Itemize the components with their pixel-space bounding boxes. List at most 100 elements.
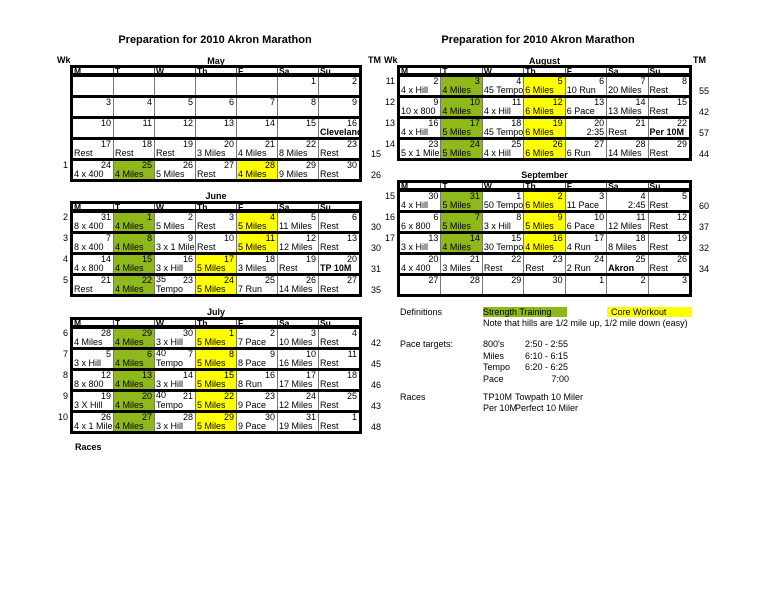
day-cell[interactable]: 23 Rest (524, 255, 566, 273)
day-cell[interactable] (155, 77, 196, 95)
day-cell[interactable]: 20 2:35 (566, 119, 608, 137)
day-cell[interactable]: 17 4 Run (566, 234, 608, 252)
day-cell[interactable]: 20 3 Miles (196, 140, 237, 158)
day-cell[interactable]: 18 Rest (114, 140, 155, 158)
day-cell[interactable]: 18 3 Miles (237, 255, 278, 273)
day-cell[interactable]: 14 (237, 119, 278, 137)
day-cell[interactable]: 5 (155, 98, 196, 116)
day-cell[interactable]: 3 (649, 276, 689, 294)
day-cell[interactable]: 24 5 Miles (196, 276, 237, 294)
day-cell[interactable]: 23 Rest (319, 140, 359, 158)
day-cell[interactable]: 21 40 Tempo (155, 392, 196, 410)
day-cell[interactable]: 12 12 Miles (278, 234, 319, 252)
day-cell[interactable]: 11 12 Miles (607, 213, 649, 231)
day-cell[interactable]: 17 Rest (73, 140, 114, 158)
day-cell[interactable]: 22 Rest (483, 255, 525, 273)
day-cell[interactable]: 30 3 x Hill (155, 329, 196, 347)
day-cell[interactable]: 27 (400, 276, 442, 294)
day-cell[interactable]: 6 (196, 98, 237, 116)
day-cell[interactable]: 21 Rest (607, 119, 649, 137)
day-cell[interactable]: 1 (566, 276, 608, 294)
day-cell[interactable]: 7 40 Tempo (155, 350, 196, 368)
day-cell[interactable]: 23 35 Tempo (155, 276, 196, 294)
day-cell[interactable]: 16 8 Run (237, 371, 278, 389)
day-cell[interactable]: 28 4 Miles (237, 161, 278, 179)
day-cell[interactable]: 19 3 X Hill (73, 392, 114, 410)
day-cell[interactable]: 30 (524, 276, 566, 294)
day-cell[interactable]: 14 4 x 800 (73, 255, 114, 273)
day-cell[interactable]: 10 16 Miles (278, 350, 319, 368)
day-cell[interactable]: 2 4 x Hill (400, 77, 442, 95)
day-cell[interactable]: 31 5 Miles (441, 192, 483, 210)
day-cell[interactable]: 29 5 Miles (196, 413, 237, 431)
day-cell[interactable]: 23 5 x 1 Mile (400, 140, 442, 158)
day-cell[interactable]: 17 5 Miles (196, 255, 237, 273)
day-cell[interactable]: 2 (607, 276, 649, 294)
day-cell[interactable]: 28 3 x Hill (155, 413, 196, 431)
day-cell[interactable]: 24 2 Run (566, 255, 608, 273)
day-cell[interactable]: 31 19 Miles (278, 413, 319, 431)
day-cell[interactable]: 30 4 x Hill (400, 192, 442, 210)
day-cell[interactable]: 1 (278, 77, 319, 95)
day-cell[interactable]: 28 4 Miles (73, 329, 114, 347)
day-cell[interactable]: 2 (319, 77, 359, 95)
day-cell[interactable]: 1 Rest (319, 413, 359, 431)
day-cell[interactable]: 19 Rest (278, 255, 319, 273)
day-cell[interactable]: 19 Rest (649, 234, 689, 252)
day-cell[interactable]: 17 5 Miles (441, 119, 483, 137)
day-cell[interactable]: 3 11 Pace (566, 192, 608, 210)
day-cell[interactable]: 7 (237, 98, 278, 116)
day-cell[interactable]: 26 4 x 1 Mile (73, 413, 114, 431)
day-cell[interactable]: 5 11 Miles (278, 213, 319, 231)
day-cell[interactable]: 9 10 x 800 (400, 98, 442, 116)
day-cell[interactable] (73, 77, 114, 95)
day-cell[interactable]: 9 (319, 98, 359, 116)
day-cell[interactable]: 29 (483, 276, 525, 294)
day-cell[interactable]: 8 Rest (649, 77, 689, 95)
day-cell[interactable]: 21 Rest (73, 276, 114, 294)
day-cell[interactable]: 22 4 Miles (114, 276, 155, 294)
day-cell[interactable]: 11 4 x Hill (483, 98, 525, 116)
day-cell[interactable]: 4 2:45 (607, 192, 649, 210)
day-cell[interactable]: 15 30 Tempo (483, 234, 525, 252)
day-cell[interactable]: 16 3 x Hill (155, 255, 196, 273)
day-cell[interactable]: 29 9 Miles (278, 161, 319, 179)
day-cell[interactable]: 14 13 Miles (607, 98, 649, 116)
day-cell[interactable]: 18 8 Miles (607, 234, 649, 252)
day-cell[interactable]: 16 Cleveland (319, 119, 359, 137)
day-cell[interactable]: 4 45 Tempo (483, 77, 525, 95)
day-cell[interactable]: 25 4 Miles (114, 161, 155, 179)
day-cell[interactable]: 11 Rest (319, 350, 359, 368)
day-cell[interactable]: 17 17 Miles (278, 371, 319, 389)
day-cell[interactable]: 1 50 Tempo (483, 192, 525, 210)
day-cell[interactable]: 8 (278, 98, 319, 116)
day-cell[interactable]: 15 5 Miles (196, 371, 237, 389)
day-cell[interactable]: 10 6 Pace (566, 213, 608, 231)
day-cell[interactable]: 12 6 Miles (524, 98, 566, 116)
day-cell[interactable]: 22 Per 10M (649, 119, 689, 137)
day-cell[interactable]: 15 4 Miles (114, 255, 155, 273)
day-cell[interactable]: 28 14 Miles (607, 140, 649, 158)
day-cell[interactable]: 10 Rest (196, 234, 237, 252)
day-cell[interactable]: 20 TP 10M (319, 255, 359, 273)
day-cell[interactable]: 16 4 x Hill (400, 119, 442, 137)
day-cell[interactable]: 19 Rest (155, 140, 196, 158)
day-cell[interactable]: 14 3 x Hill (155, 371, 196, 389)
day-cell[interactable]: 29 Rest (649, 140, 689, 158)
day-cell[interactable]: 20 4 Miles (114, 392, 155, 410)
day-cell[interactable]: 8 3 x Hill (483, 213, 525, 231)
day-cell[interactable]: 21 4 Miles (237, 140, 278, 158)
day-cell[interactable]: 12 Rest (649, 213, 689, 231)
